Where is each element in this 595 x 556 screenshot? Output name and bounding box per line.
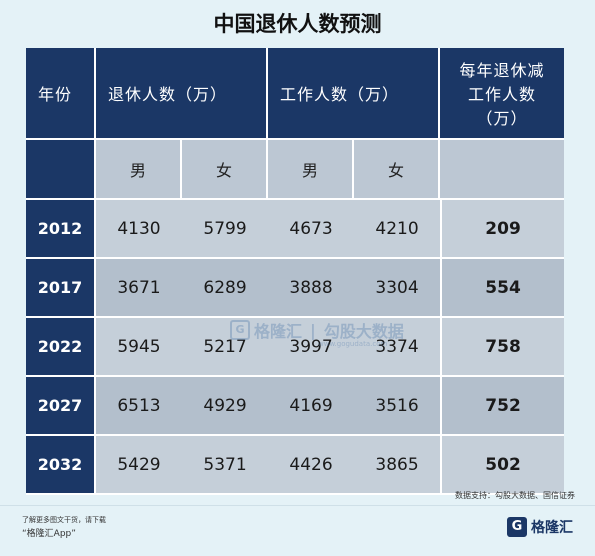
table-row: 2027 6513 4929 4169 3516 752 (26, 377, 565, 436)
cell-working-female: 3516 (354, 377, 441, 436)
table-row: 2022 5945 5217 3997 3374 758 (26, 318, 565, 377)
header-diff-line3: （万） (476, 109, 528, 128)
cell-working-female: 3374 (354, 318, 441, 377)
logo-text: 格隆汇 (531, 520, 573, 536)
row-year: 2032 (26, 436, 96, 495)
logo-icon: G (507, 517, 527, 537)
watermark-brand: 格隆汇 (254, 322, 303, 341)
row-year: 2027 (26, 377, 96, 436)
header-diff-line2: 工作人数 (468, 85, 537, 104)
cell-diff: 752 (440, 377, 565, 436)
table-row: 2012 4130 5799 4673 4210 209 (26, 200, 565, 259)
footer-note: 了解更多图文干货，请下载 “格隆汇App” (22, 513, 106, 541)
subheader-blank (26, 140, 96, 200)
cell-retired-male: 5945 (96, 318, 182, 377)
row-year: 2017 (26, 259, 96, 318)
watermark-divider: | (310, 320, 316, 340)
subheader-female-working: 女 (354, 140, 441, 200)
cell-retired-female: 4929 (182, 377, 269, 436)
header-diff: 每年退休减 工作人数 （万） (440, 48, 565, 140)
subheader-row: 男 女 男 女 (26, 140, 565, 200)
header-retired: 退休人数（万） (96, 48, 269, 140)
page-title: 中国退休人数预测 (213, 12, 382, 36)
cell-working-male: 3888 (268, 259, 355, 318)
cell-retired-female: 5371 (182, 436, 269, 495)
cell-retired-female: 5217 (182, 318, 269, 377)
watermark: G 格隆汇 | 勾股大数据 www.gogudata.com (230, 318, 404, 348)
cell-diff: 758 (440, 318, 565, 377)
cell-retired-male: 5429 (96, 436, 182, 495)
data-source: 数据支持：勾股大数据、国信证券 (455, 491, 575, 500)
watermark-logo-icon: G (230, 320, 250, 340)
cell-working-male: 4169 (268, 377, 355, 436)
cell-working-male: 4426 (268, 436, 355, 495)
subheader-male-working: 男 (268, 140, 355, 200)
cell-retired-female: 6289 (182, 259, 269, 318)
cell-working-male: 4673 (268, 200, 355, 259)
row-year: 2012 (26, 200, 96, 259)
cell-diff: 554 (440, 259, 565, 318)
subheader-female-retired: 女 (182, 140, 269, 200)
header-diff-line1: 每年退休减 (459, 61, 545, 80)
footer-logo: G 格隆汇 (507, 516, 573, 538)
cell-diff: 502 (440, 436, 565, 495)
watermark-partner: 勾股大数据 (323, 322, 404, 341)
cell-retired-male: 3671 (96, 259, 182, 318)
cell-working-female: 3304 (354, 259, 441, 318)
cell-retired-female: 5799 (182, 200, 269, 259)
footer-note-text: 了解更多图文干货，请下载 (22, 516, 106, 524)
cell-working-male: 3997 (268, 318, 355, 377)
footer-divider (0, 505, 595, 506)
footer-app-link[interactable]: “格隆汇App” (22, 529, 76, 539)
cell-working-female: 3865 (354, 436, 441, 495)
retirement-table: 年份 退休人数（万） 工作人数（万） 每年退休减 工作人数 （万） 男 女 男 … (26, 48, 565, 495)
header-year: 年份 (26, 48, 96, 140)
subheader-male-retired: 男 (96, 140, 182, 200)
table-row: 2017 3671 6289 3888 3304 554 (26, 259, 565, 318)
subheader-diff-blank (440, 140, 565, 200)
cell-working-female: 4210 (354, 200, 441, 259)
table-row: 2032 5429 5371 4426 3865 502 (26, 436, 565, 495)
header-row: 年份 退休人数（万） 工作人数（万） 每年退休减 工作人数 （万） (26, 48, 565, 140)
cell-diff: 209 (440, 200, 565, 259)
cell-retired-male: 4130 (96, 200, 182, 259)
cell-retired-male: 6513 (96, 377, 182, 436)
watermark-url: www.gogudata.com (318, 340, 388, 348)
header-working: 工作人数（万） (268, 48, 441, 140)
row-year: 2022 (26, 318, 96, 377)
